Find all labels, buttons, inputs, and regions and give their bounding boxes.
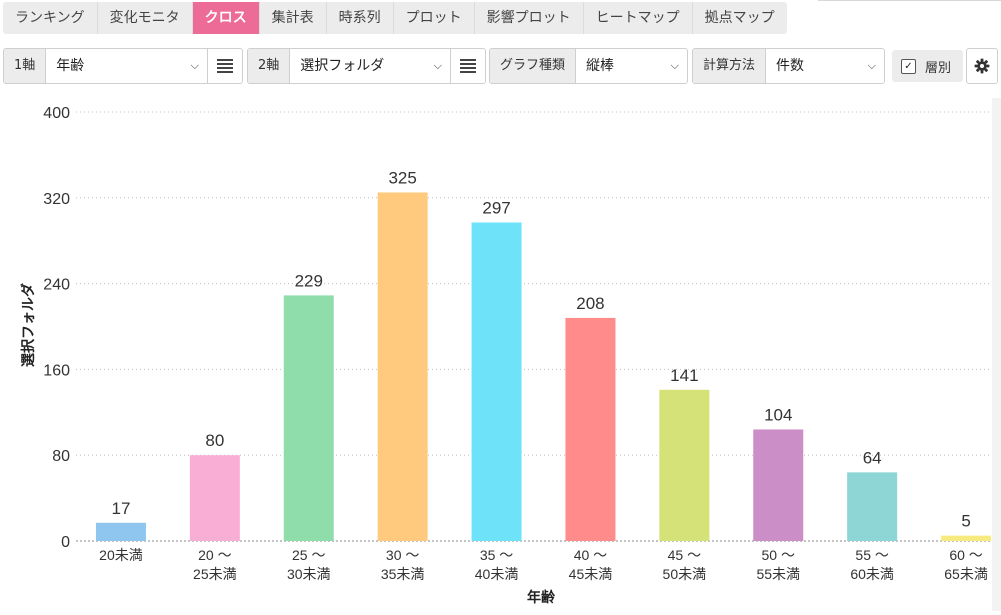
x-tick-label: 25 ～ [292, 547, 325, 563]
chevron-down-icon: ⌵ [670, 59, 679, 72]
tab-0[interactable]: ランキング [3, 2, 98, 34]
bar[interactable] [565, 317, 616, 541]
data-label: 104 [764, 405, 792, 424]
axis2-label: 2軸 [248, 49, 291, 83]
bar[interactable] [659, 389, 710, 541]
checkbox-icon[interactable]: ✓ [901, 58, 916, 74]
bar[interactable] [95, 522, 146, 541]
chevron-down-icon: ⌵ [433, 59, 442, 72]
tab-2[interactable]: クロス [192, 2, 260, 34]
bar[interactable] [847, 472, 898, 541]
x-tick-label: 55未満 [756, 566, 800, 582]
y-tick-label: 0 [61, 534, 70, 551]
graph-type-select[interactable]: 縦棒 ⌵ [576, 49, 687, 83]
tab-3[interactable]: 集計表 [259, 2, 327, 34]
data-label: 208 [576, 294, 604, 313]
tab-5[interactable]: プロット [393, 2, 475, 34]
data-label: 229 [295, 271, 323, 290]
tab-6[interactable]: 影響プロット [474, 2, 584, 34]
bar[interactable] [941, 535, 992, 541]
list-icon [460, 59, 476, 73]
x-axis-ticks: 20未満 20 ～ 25未満 25 ～ 30未満 30 ～ 35未満 35 ～ 40未満 40 ～… [99, 547, 988, 582]
graph-type-label: グラフ種類 [490, 49, 577, 83]
x-axis-label: 年齢 [527, 589, 556, 605]
bar[interactable] [753, 429, 804, 541]
y-tick-label: 400 [43, 105, 70, 122]
chevron-down-icon: ⌵ [190, 59, 199, 72]
y-tick-label: 320 [43, 191, 70, 208]
x-tick-label: 25未満 [193, 566, 237, 582]
calc-method-select[interactable]: 件数 ⌵ [766, 49, 884, 83]
data-label: 141 [670, 366, 698, 385]
x-tick-label: 35 ～ [480, 547, 513, 563]
top-divider [818, 0, 1001, 1]
bars: 17 80 229 325 297 208 141 104 64 5 [95, 168, 992, 541]
bar[interactable] [471, 222, 522, 541]
axis1-label: 1軸 [4, 49, 47, 83]
x-tick-label: 50 ～ [762, 547, 795, 563]
x-tick-label: 20 ～ [198, 547, 231, 563]
x-tick-label: 40 ～ [574, 547, 607, 563]
data-label: 5 [961, 512, 970, 531]
data-label: 325 [388, 168, 416, 187]
calc-method-label: 計算方法 [693, 49, 767, 83]
axis2-control: 2軸 選択フォルダ ⌵ [247, 48, 486, 84]
x-tick-label: 30 ～ [386, 547, 419, 563]
calc-method-value: 件数 [776, 58, 805, 74]
x-tick-label: 55 ～ [855, 547, 888, 563]
axis1-select[interactable]: 年齢 ⌵ [46, 49, 207, 83]
graph-type-value: 縦棒 [586, 58, 615, 74]
tab-1[interactable]: 変化モニタ [97, 2, 193, 34]
y-axis-ticks: 0 80 160 240 320 400 [43, 105, 70, 551]
x-tick-label: 60未満 [850, 566, 894, 582]
bar-chart: 0 80 160 240 320 400 17 80 229 325 297 208 141 104 64… [20, 105, 992, 605]
x-tick-label: 45未満 [569, 566, 613, 582]
tab-4[interactable]: 時系列 [326, 2, 394, 34]
x-tick-label: 60 ～ [949, 547, 982, 563]
tab-8[interactable]: 拠点マップ [692, 2, 787, 34]
chart-area: 0 80 160 240 320 400 17 80 229 325 297 208 141 104 64… [0, 90, 1001, 611]
y-tick-label: 80 [52, 448, 70, 465]
x-tick-label: 45 ～ [668, 547, 701, 563]
axis2-select[interactable]: 選択フォルダ ⌵ [290, 49, 450, 83]
y-tick-label: 240 [43, 277, 70, 294]
stratify-label: 層別 [925, 60, 952, 76]
x-tick-label: 65未満 [944, 566, 988, 582]
settings-button[interactable] [966, 48, 998, 84]
data-label: 80 [205, 431, 224, 450]
bar[interactable] [189, 455, 240, 541]
axis2-value: 選択フォルダ [300, 58, 385, 74]
stratify-toggle[interactable]: ✓ 層別 [892, 50, 963, 82]
data-label: 17 [111, 499, 130, 518]
data-label: 297 [482, 198, 510, 217]
axis1-list-button[interactable] [207, 49, 242, 83]
axis1-value: 年齢 [56, 58, 85, 74]
chevron-down-icon: ⌵ [867, 59, 876, 72]
tab-bar: ランキング 変化モニタ クロス 集計表 時系列 プロット 影響プロット ヒートマップ 拠点マップ [3, 2, 787, 34]
graph-type-control: グラフ種類 縦棒 ⌵ [489, 48, 688, 84]
gear-icon [974, 58, 990, 74]
data-label: 64 [863, 448, 882, 467]
x-tick-label: 40未満 [475, 566, 519, 582]
y-axis-label: 選択フォルダ [20, 283, 36, 367]
x-tick-label: 50未満 [663, 566, 707, 582]
x-tick-label: 35未満 [381, 566, 425, 582]
axis2-list-button[interactable] [450, 49, 485, 83]
x-tick-label: 30未満 [287, 566, 331, 582]
y-tick-label: 160 [43, 362, 70, 379]
axis1-control: 1軸 年齢 ⌵ [3, 48, 243, 84]
calc-method-control: 計算方法 件数 ⌵ [692, 48, 885, 84]
bar[interactable] [377, 192, 428, 541]
bar[interactable] [283, 295, 334, 541]
list-icon [217, 59, 233, 73]
x-tick-label: 20未満 [99, 547, 143, 563]
tab-7[interactable]: ヒートマップ [583, 2, 693, 34]
scrollbar[interactable] [992, 98, 1001, 611]
